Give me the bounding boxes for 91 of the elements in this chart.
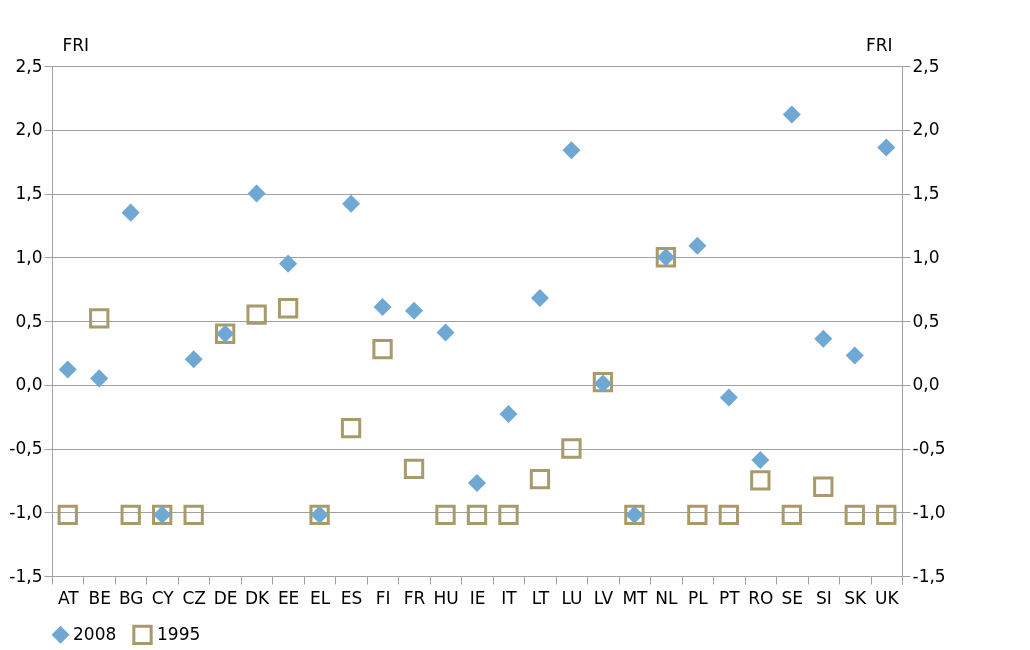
point [248,185,266,202]
point [751,451,769,469]
point [563,141,580,159]
y-tick-label: 0,0 [15,374,43,395]
x-tick-label: IT [501,587,518,608]
point [246,304,267,325]
x-tick-label: BG [118,587,144,608]
x-tick-label: DK [245,587,271,608]
point [561,438,582,459]
y2-tick-label: -1,5 [912,565,946,586]
x-tick-label: BE [88,587,111,608]
point [814,330,832,348]
x-tick-label: HU [433,587,459,608]
x-tick-label: NL [655,587,678,608]
x-tick-label: FR [403,587,426,608]
y-tick-label: 1,5 [15,183,43,203]
point [531,289,549,307]
x-tick-label: LV [593,587,614,608]
x-tick-label: SK [844,587,868,608]
point [277,298,299,319]
point [59,361,77,378]
point [374,298,391,316]
point [688,237,706,255]
point [466,504,488,525]
y-tick-label: 2,5 [15,55,43,76]
point [877,139,895,156]
point [720,389,738,406]
y-axis-title: FRI [62,34,90,55]
legend-label: 1995 [157,623,201,644]
point [435,504,456,525]
legend-label: 2008 [73,623,117,644]
x-tick-label: DE [213,587,238,608]
x-tick-label: CZ [182,587,206,608]
point [781,504,802,525]
point [498,504,519,525]
x-tick-label: RO [748,587,774,608]
point [844,504,865,525]
x-tick-label: LT [531,587,550,608]
point [718,504,740,525]
point [876,504,897,525]
y-tick-label: 1,0 [15,246,43,267]
point [372,338,393,360]
point [405,302,423,320]
x-tick-label: FI [375,587,391,608]
point [437,324,454,341]
point [279,255,297,273]
x-tick-label: CY [151,587,175,608]
x-tick-label: SE [781,587,804,608]
y-tick-label: 2,0 [15,119,43,140]
y2-tick-label: 1,5 [912,183,940,203]
y2-tick-label: 1,0 [912,246,940,267]
x-tick-label: EL [309,587,331,608]
x-tick-label: LU [561,587,583,608]
x-tick-label: MT [622,587,649,608]
x-tick-label: UK [874,587,900,608]
point [813,476,834,497]
point [342,195,360,213]
point [529,468,551,490]
point [57,504,78,525]
x-tick-label: PL [688,587,709,608]
point [846,347,864,364]
x-tick-label: IE [469,587,486,608]
y-tick-label: -1,0 [9,501,43,522]
y-tick-label: -1,5 [9,565,43,586]
point [122,204,140,222]
point [90,369,108,387]
x-tick-label: SI [815,587,832,608]
point [403,458,425,480]
y2-tick-label: 2,5 [912,55,940,76]
y2-tick-label: -1,0 [912,501,946,522]
point [500,405,517,423]
point [340,417,362,439]
point [185,350,203,368]
y2-tick-label: 2,0 [912,119,940,140]
y2-tick-label: 0,0 [912,374,940,395]
x-tick-label: ES [340,587,363,608]
point [183,504,204,525]
point [750,470,771,491]
y-tick-label: 0,5 [15,310,43,331]
point [89,308,110,329]
point [120,504,141,525]
y-tick-label: -0,5 [9,438,43,458]
y2-tick-label: 0,5 [912,310,940,331]
x-tick-label: AT [57,587,80,608]
point [468,474,486,492]
point [687,504,708,525]
y2-tick-label: -0,5 [912,438,946,458]
y2-axis-title: FRI [865,34,893,55]
point [783,106,801,123]
x-tick-label: PT [719,587,741,608]
x-tick-label: EE [277,587,300,608]
